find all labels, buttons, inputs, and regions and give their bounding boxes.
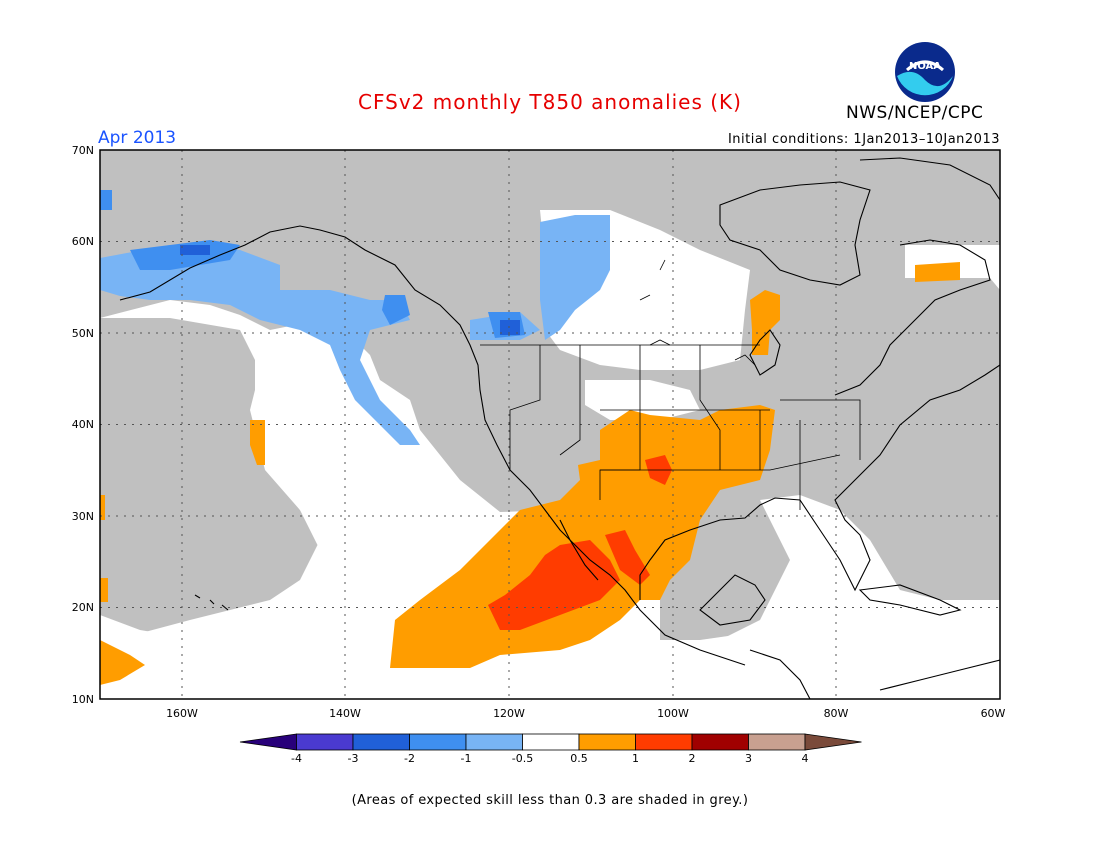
- colorbar-swatch: [409, 733, 467, 751]
- lat-tick-label: 60N: [72, 235, 94, 248]
- lon-tick-label: 60W: [981, 707, 1006, 720]
- colorbar-swatch: [748, 733, 806, 751]
- chart-title: CFSv2 monthly T850 anomalies (K): [358, 90, 742, 114]
- colorbar-tick-label: 3: [745, 752, 752, 765]
- colorbar-tick-label: -4: [291, 752, 302, 765]
- state-borders: [480, 344, 861, 510]
- initial-conditions-label: Initial conditions: 1Jan2013–10Jan2013: [727, 132, 1000, 147]
- lat-tick-label: 20N: [72, 601, 94, 614]
- no-signal-regions: [100, 210, 1000, 699]
- lat-tick-label: 40N: [72, 418, 94, 431]
- lon-tick-label: 120W: [493, 707, 525, 720]
- colorbar-swatch: [691, 733, 749, 751]
- map-panel: [100, 150, 1000, 699]
- lat-tick-label: 70N: [72, 144, 94, 157]
- colorbar-swatch: [578, 733, 636, 751]
- colorbar-swatch: [635, 733, 693, 751]
- lat-tick-label: 10N: [72, 693, 94, 706]
- lakes: [639, 259, 756, 366]
- svg-text:NOAA: NOAA: [909, 61, 941, 72]
- strong-cool-regions: [180, 245, 520, 335]
- colorbar-tick-label: 4: [802, 752, 809, 765]
- lon-tick-label: 80W: [824, 707, 849, 720]
- map-frame: [99, 149, 1001, 700]
- colorbar-arrow-low: [239, 733, 297, 751]
- lat-tick-label: 30N: [72, 510, 94, 523]
- lon-tick-label: 100W: [657, 707, 689, 720]
- agency-label: NWS/NCEP/CPC: [846, 103, 984, 123]
- colorbar-tick-label: -2: [404, 752, 415, 765]
- colorbar-tick-label: -0.5: [512, 752, 533, 765]
- skill-caption: (Areas of expected skill less than 0.3 a…: [351, 793, 749, 808]
- warm-anomaly-regions: [100, 262, 960, 685]
- latitude-axis: 10N 20N 30N 40N 50N 60N 70N: [72, 144, 94, 706]
- lon-tick-label: 160W: [166, 707, 198, 720]
- colorbar-tick-label: 0.5: [570, 752, 588, 765]
- longitude-axis: 160W 140W 120W 100W 80W 60W: [166, 707, 1005, 720]
- colorbar-tick-label: 1: [632, 752, 639, 765]
- lon-tick-label: 140W: [329, 707, 361, 720]
- coastlines: [119, 157, 1000, 699]
- forecast-month-label: Apr 2013: [98, 128, 177, 148]
- colorbar-swatch: [522, 733, 580, 751]
- colorbar-tick-label: 2: [689, 752, 696, 765]
- colorbar-swatch: [352, 733, 410, 751]
- colorbar-legend: -4 -3 -2 -1 -0.5 0.5 1 2 3 4: [239, 733, 862, 765]
- lat-tick-label: 50N: [72, 327, 94, 340]
- colorbar-swatch: [465, 733, 523, 751]
- noaa-logo: NOAA: [895, 42, 955, 102]
- colorbar-arrow-high: [804, 733, 862, 751]
- colorbar-tick-label: -1: [461, 752, 472, 765]
- colorbar-tick-label: -3: [348, 752, 359, 765]
- colorbar-swatch: [296, 733, 354, 751]
